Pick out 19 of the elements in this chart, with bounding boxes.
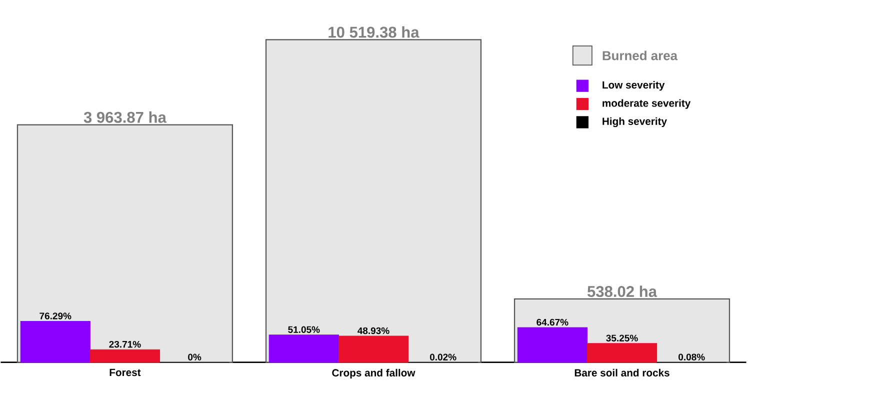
legend-label: High severity	[602, 117, 667, 127]
data-label: 0.02%	[430, 354, 456, 360]
data-label: 538.02 ha	[587, 285, 658, 297]
x-tick-label: Bare soil and rocks	[574, 368, 670, 376]
data-label: 35.25%	[606, 334, 638, 342]
legend-label: Low severity	[602, 80, 665, 90]
data-label: 51.05%	[288, 326, 320, 333]
x-tick-label: Forest	[110, 368, 141, 376]
data-label: 0.08%	[678, 354, 705, 360]
x-tick-label: Crops and fallow	[332, 368, 416, 378]
data-label: 0%	[188, 354, 202, 360]
legend-label: moderate severity	[602, 99, 691, 109]
data-label: 76.29%	[40, 312, 72, 320]
legend-label: Burned area	[602, 50, 678, 60]
data-label: 10 519.38 ha	[328, 26, 420, 38]
data-label: 3 963.87 ha	[84, 111, 167, 123]
data-label: 48.93%	[358, 327, 390, 334]
data-label: 23.71%	[109, 340, 141, 348]
data-label: 64.67%	[536, 318, 568, 326]
